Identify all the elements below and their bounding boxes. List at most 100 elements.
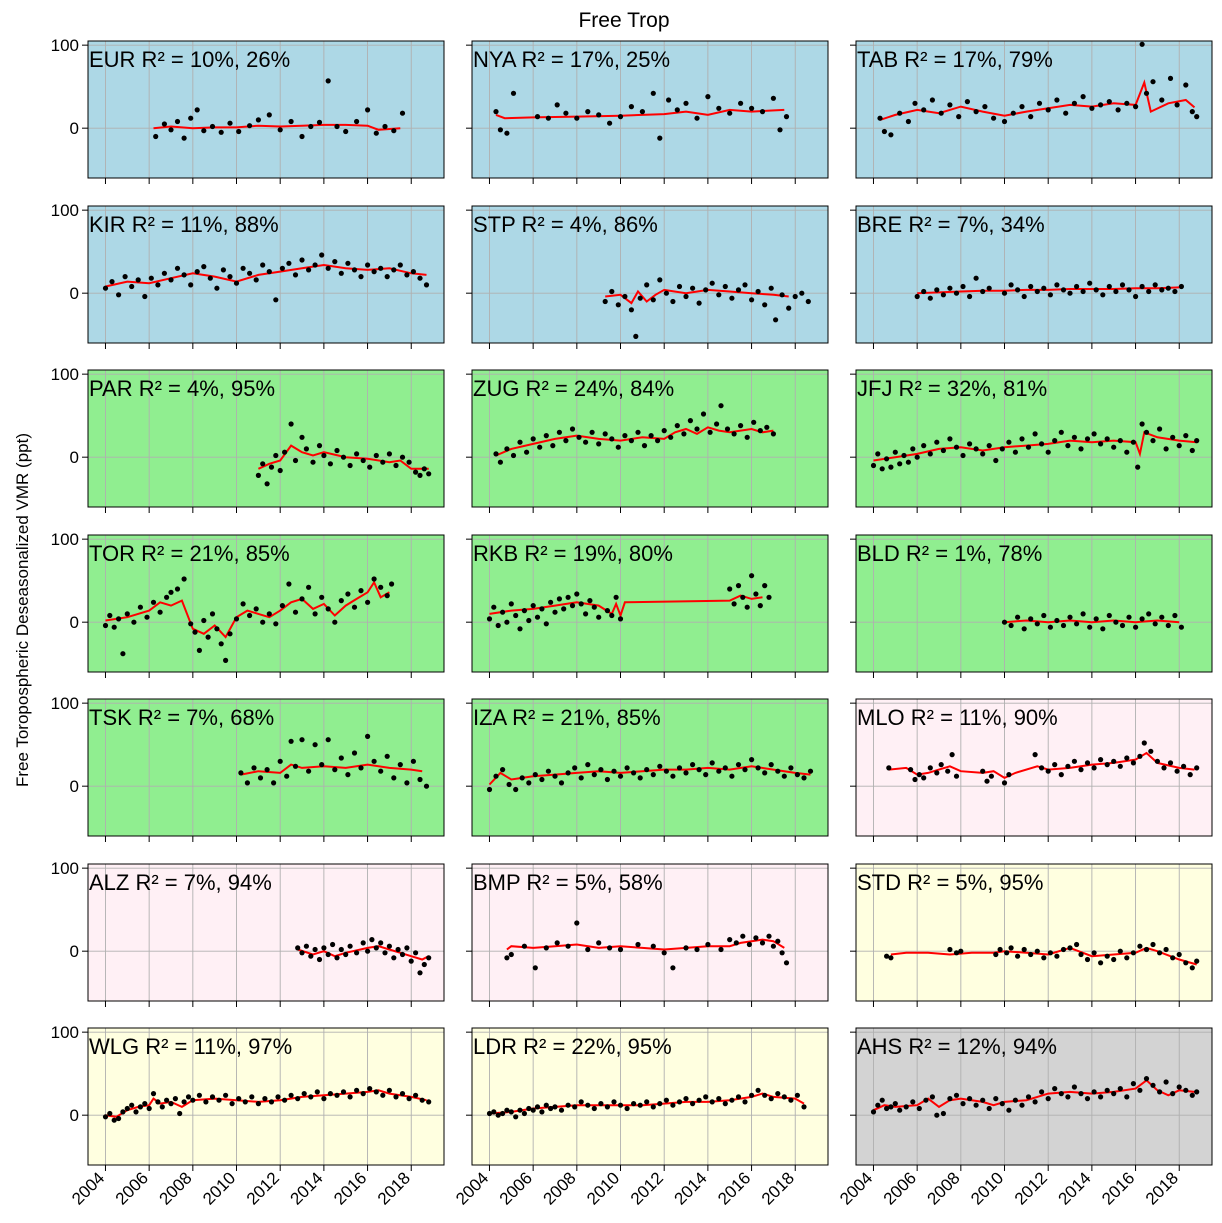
data-point — [417, 472, 423, 478]
data-point — [1045, 107, 1051, 113]
data-point — [1189, 109, 1195, 115]
data-point — [1074, 621, 1080, 627]
data-point — [1154, 758, 1160, 764]
data-point — [753, 591, 759, 597]
data-point — [714, 421, 720, 427]
data-point — [325, 737, 331, 743]
data-point — [421, 961, 427, 968]
x-tick-label: 2006 — [496, 1168, 536, 1208]
panel-label: IZA R² = 21%, 85% — [473, 705, 661, 730]
data-point — [953, 950, 960, 956]
data-point — [517, 626, 523, 632]
data-point — [1004, 950, 1010, 956]
data-point — [740, 594, 746, 600]
data-point — [242, 1099, 248, 1105]
data-point — [585, 109, 591, 115]
data-point — [1104, 436, 1110, 442]
data-point — [1115, 107, 1121, 113]
data-point — [980, 1097, 986, 1103]
data-point — [916, 772, 922, 778]
data-point — [1078, 951, 1084, 958]
data-point — [207, 275, 213, 281]
data-point — [122, 274, 128, 280]
panel-frame — [87, 863, 445, 1002]
x-tick-label: 2006 — [880, 1168, 920, 1208]
data-point — [321, 452, 327, 459]
data-point — [881, 128, 888, 135]
data-point — [1084, 956, 1091, 963]
data-point — [1091, 950, 1097, 956]
data-point — [188, 115, 194, 121]
data-point — [1028, 114, 1034, 120]
y-tick-label: 0 — [70, 284, 79, 303]
data-point — [1167, 760, 1174, 766]
data-point — [205, 634, 211, 640]
data-point — [260, 262, 266, 268]
data-point — [1137, 1087, 1143, 1093]
data-point — [413, 469, 419, 475]
panel-par: 0 100 PAR R² = 4%, 95% — [51, 365, 445, 513]
data-point — [360, 940, 366, 946]
data-point — [1174, 102, 1180, 108]
data-point — [517, 439, 523, 445]
data-point — [1067, 614, 1073, 620]
data-point — [327, 1091, 333, 1097]
data-point — [947, 946, 953, 953]
data-point — [1060, 287, 1067, 293]
data-point — [334, 123, 340, 130]
data-point — [1087, 280, 1093, 286]
data-point — [266, 112, 272, 118]
data-point — [927, 295, 933, 301]
data-point — [508, 951, 514, 958]
data-point — [749, 105, 755, 111]
panel-label: LDR R² = 22%, 95% — [473, 1034, 672, 1059]
data-point — [650, 943, 656, 949]
data-point — [517, 1107, 523, 1113]
data-point — [1032, 752, 1038, 758]
data-point — [365, 948, 371, 954]
data-point — [284, 773, 290, 779]
data-point — [1106, 99, 1112, 105]
data-point — [742, 1099, 748, 1105]
data-point — [513, 612, 519, 619]
data-point — [404, 945, 410, 951]
data-point — [565, 943, 571, 949]
data-point — [371, 269, 377, 275]
data-point — [500, 767, 506, 773]
data-point — [792, 293, 798, 300]
data-point — [956, 114, 962, 120]
data-point — [722, 283, 728, 290]
data-point — [709, 1099, 715, 1105]
data-point — [934, 770, 940, 776]
data-point — [641, 443, 648, 449]
data-point — [690, 285, 696, 291]
data-point — [196, 1092, 202, 1098]
data-point — [306, 267, 312, 273]
data-point — [757, 428, 763, 434]
data-point — [1133, 104, 1139, 110]
data-point — [910, 446, 916, 452]
data-point — [910, 1099, 916, 1105]
data-point — [661, 950, 667, 956]
data-point — [700, 411, 707, 417]
panel-background — [856, 864, 1212, 1001]
data-point — [1176, 951, 1182, 958]
data-point — [749, 757, 755, 763]
data-point — [266, 269, 272, 275]
data-point — [1080, 288, 1086, 295]
data-point — [663, 768, 670, 774]
data-point — [129, 283, 135, 290]
data-point — [624, 1105, 630, 1112]
data-point — [340, 1089, 347, 1095]
data-point — [786, 305, 792, 311]
data-point — [683, 293, 689, 300]
data-point — [209, 123, 216, 130]
data-point — [960, 283, 966, 290]
data-point — [558, 1107, 565, 1113]
data-point — [1159, 614, 1165, 620]
data-point — [986, 443, 992, 449]
data-point — [766, 594, 772, 600]
panel-frame — [87, 40, 445, 179]
panel-label: WLG R² = 11%, 97% — [89, 1034, 292, 1059]
data-point — [670, 965, 676, 971]
